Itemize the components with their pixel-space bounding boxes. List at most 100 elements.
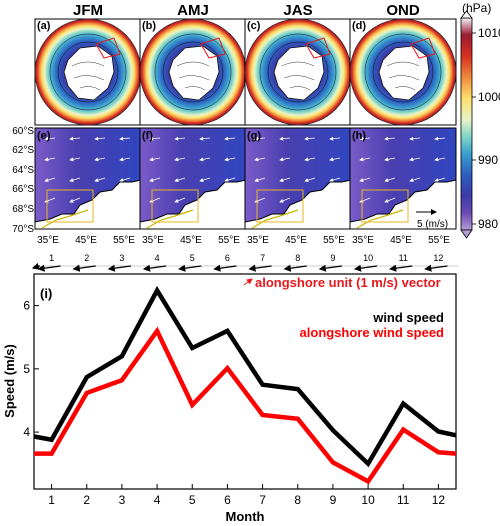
x-tick-label: 1 [48,493,55,507]
series-line-0 [33,285,457,468]
colorbar-tick: 1010 [478,26,500,40]
x-tick-label: 5 [189,493,196,507]
lat-labels: 60°S 62°S 64°S 66°S 68°S 70°S [12,126,34,235]
plot-frame [33,273,457,490]
legend-entry-1: alongshore wind speed [300,325,445,340]
monthly-wind-vector [318,264,342,272]
map-label: (d) [352,20,366,32]
x-tick-label: 2 [83,493,90,507]
polar-maps-row: JFM (a) AMJ (b) JAS [34,2,457,126]
y-tick-label: 6 [23,299,30,313]
vector-month-label: 12 [433,253,443,263]
regional-map-h: 5 (m/s) (h) [349,127,457,230]
map-label: (b) [142,20,156,32]
season-title: JFM [73,2,103,19]
vector-month-label: 2 [84,253,89,263]
monthly-wind-vector [72,264,96,272]
y-tick-label: 5 [23,362,30,376]
regional-wind-maps-row: 60°S 62°S 64°S 66°S 68°S 70°S (e) [12,126,457,246]
monthly-wind-vector [283,264,307,272]
lon-labels: 35°E 45°E 55°E 35°E 45°E 55°E 35°E 45°E … [37,235,450,246]
lat-label: 68°S [12,204,34,215]
monthly-wind-vector [424,264,448,272]
lon-label: 55°E [113,235,135,246]
season-title: JAS [283,2,312,19]
vector-month-label: 6 [225,253,230,263]
lon-label: 45°E [285,235,307,246]
vector-month-label: 7 [260,253,265,263]
colorbar-tick: 1000 [478,90,500,104]
x-tick-label: 10 [361,493,375,507]
monthly-wind-vector [37,264,61,272]
legend-entry-0: wind speed [372,310,444,325]
lat-label: 64°S [12,165,34,176]
region-label: (g) [247,130,261,142]
monthly-wind-vector [142,264,167,272]
lon-label: 35°E [247,235,269,246]
speed-line-chart: (i) alongshore unit (1 m/s) vector 4 5 6 1… [2,273,457,524]
monthly-wind-vector [248,264,272,272]
vector-month-label: 8 [295,253,300,263]
lon-label: 55°E [218,235,240,246]
colorbar-tick: 990 [478,153,498,167]
vector-month-label: 9 [330,253,335,263]
vector-month-label: 5 [190,253,195,263]
legend-unit-vector-label: alongshore unit (1 m/s) vector [255,275,441,290]
pressure-colorbar: (hPa) 1010 1000 990 980 [460,1,500,239]
vector-month-label: 10 [363,253,373,263]
x-tick-label: 3 [119,493,126,507]
regional-map-e: (e) [34,127,142,230]
polar-map-jas: JAS (c) [244,2,352,126]
polar-map-jfm: JFM (a) [34,2,142,126]
y-axis-label: Speed (m/s) [2,344,17,418]
lon-label: 35°E [37,235,59,246]
scale-arrow-label: 5 (m/s) [417,219,448,230]
monthly-wind-vector [353,264,378,272]
region-label: (e) [37,130,51,142]
x-tick-label: 4 [154,493,161,507]
vector-month-label: 4 [155,253,160,263]
lon-label: 45°E [180,235,202,246]
lon-label: 55°E [323,235,345,246]
lon-label: 35°E [142,235,164,246]
x-axis-label: Month [226,509,265,524]
polar-map-amj: AMJ (b) [139,2,247,126]
y-tick-label: 4 [23,425,30,439]
x-tick-label: 6 [224,493,231,507]
regional-map-g: (g) [244,127,352,230]
monthly-wind-vector-strip: 1 2 3 4 5 6 7 8 9 10 11 12 [31,253,458,272]
monthly-wind-vector [213,264,237,272]
season-title: AMJ [177,2,209,19]
x-tick-label: 9 [330,493,337,507]
vector-month-label: 1 [49,253,54,263]
x-tick-label: 12 [432,493,446,507]
colorbar-tick: 980 [478,217,498,231]
vector-month-label: 3 [119,253,124,263]
lat-label: 66°S [12,184,34,195]
region-label: (f) [142,130,153,142]
lon-label: 45°E [75,235,97,246]
region-label: (h) [352,130,366,142]
colorbar-unit: (hPa) [462,1,491,15]
map-label: (a) [37,20,51,32]
x-tick-label: 8 [294,493,301,507]
lat-label: 62°S [12,145,34,156]
monthly-wind-vector [31,262,41,270]
monthly-wind-vector [107,264,131,272]
monthly-wind-vector [178,264,202,272]
map-label: (c) [247,20,261,32]
x-tick-label: 11 [397,493,410,507]
series-line-1 [34,326,457,485]
panel-label: (i) [40,286,52,301]
lon-label: 45°E [390,235,412,246]
monthly-wind-vector [389,264,413,272]
lat-label: 60°S [12,126,34,137]
regional-map-f: (f) [139,127,247,230]
lon-label: 35°E [352,235,374,246]
legend-unit-vector-arrow [243,278,253,286]
season-title: OND [386,2,420,19]
lon-label: 55°E [428,235,450,246]
polar-map-ond: OND (d) [349,2,457,126]
x-tick-label: 7 [259,493,266,507]
